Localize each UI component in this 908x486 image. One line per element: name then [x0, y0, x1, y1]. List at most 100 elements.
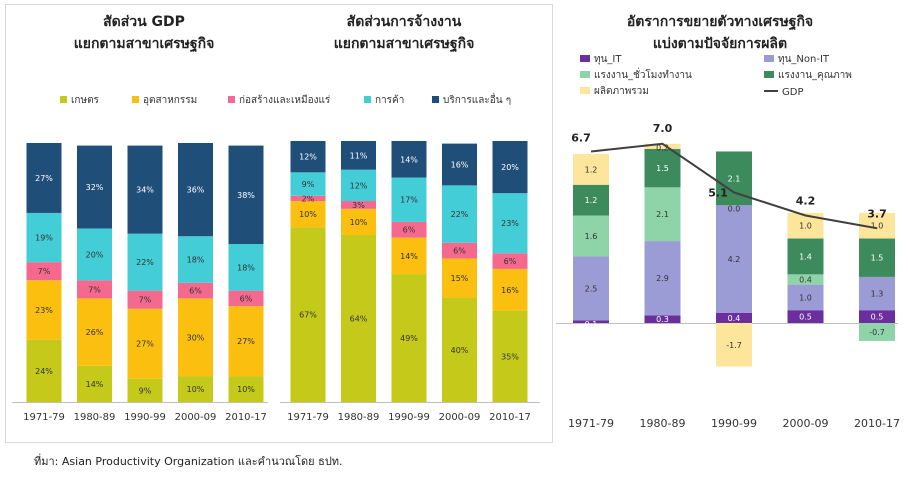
- factor-label-1-2: 4.2: [728, 255, 741, 264]
- factor-label-4-3: 1.0: [799, 222, 812, 231]
- data-label-1-0: 23%: [35, 306, 53, 315]
- factor-bar-0-3: [787, 310, 824, 323]
- bar-1-4: [492, 268, 528, 311]
- legend-swatch-sector-1: [132, 96, 139, 103]
- data-label-0-1: 14%: [86, 380, 104, 389]
- bar-0-1: [341, 234, 376, 402]
- factor-label-3-0: 1.2: [585, 196, 598, 205]
- factor-bar-0-1: [644, 315, 681, 323]
- data-label-1-3: 15%: [451, 274, 469, 283]
- bar-4-3: [178, 143, 213, 237]
- gdp-label-0: 6.7: [571, 131, 591, 144]
- data-label-0-3: 40%: [451, 346, 469, 355]
- legend-label-sector-0: เกษตร: [71, 95, 100, 106]
- factor-label-3-3: 1.4: [799, 252, 812, 261]
- legend-swatch-sector-2: [228, 96, 235, 103]
- bar-0-2: [127, 378, 163, 402]
- growth-x-tick-label-2: 1990-99: [711, 417, 757, 430]
- data-label-4-4: 38%: [237, 191, 255, 200]
- bar-3-2: [391, 177, 427, 222]
- gdp-share-title-line2: แยกตามสาขาเศรษฐกิจ: [74, 36, 215, 53]
- data-label-4-3: 16%: [451, 160, 469, 169]
- legend-label-factor-2: แรงงาน_ชั่วโมงทำงาน: [594, 67, 692, 81]
- data-label-4-0: 12%: [299, 153, 317, 162]
- data-label-4-0: 27%: [35, 174, 53, 183]
- factor-label-0-3: 0.5: [799, 313, 812, 322]
- factor-label-3-1: 1.5: [656, 164, 669, 173]
- data-label-2-3: 6%: [453, 247, 466, 256]
- data-label-0-4: 10%: [237, 385, 255, 394]
- growth-decomposition-chart: 0.1 2.5 1.6 1.2 1.2 1971-79 0.3 2.9 2.1 1.5 0.2 198…: [556, 122, 900, 430]
- factor-label-1-1: 2.9: [656, 274, 669, 283]
- factor-label-3-2: 2.1: [728, 174, 741, 183]
- bar-0-1: [77, 365, 112, 402]
- data-label-1-3: 30%: [187, 333, 205, 342]
- gdp-line: [590, 142, 878, 230]
- data-label-4-1: 32%: [86, 183, 104, 192]
- data-label-2-3: 6%: [189, 287, 202, 296]
- growth-title-line2: แบ่งตามปัจจัยการผลิต: [653, 36, 787, 52]
- factor-bar-0-4: [859, 310, 895, 323]
- factor-label-1-4: 1.3: [871, 290, 884, 299]
- legend-swatch-factor-0: [580, 55, 590, 62]
- factor-label-2-1: 2.1: [656, 210, 669, 219]
- factor-label-0-4: 0.5: [871, 313, 884, 322]
- gdp-label-4: 3.7: [867, 207, 887, 220]
- factor-label-2-0: 1.6: [585, 232, 598, 241]
- data-label-3-0: 9%: [302, 180, 315, 189]
- factor-label-0-1: 0.3: [656, 315, 669, 324]
- factor-bar-1-2: [716, 205, 752, 313]
- bar-0-0: [290, 227, 326, 402]
- bar-3-0: [290, 172, 326, 196]
- factor-bar-1-0: [573, 256, 609, 321]
- bar-3-3: [442, 185, 477, 243]
- bar-2-1: [341, 201, 376, 209]
- factor-label-0-0: 0.1: [585, 320, 598, 329]
- data-label-3-0: 19%: [35, 234, 53, 243]
- bar-3-3: [178, 236, 213, 283]
- growth-legend: ทุน_IT ทุน_Non-IT แรงงาน_ชั่วโมงทำงาน แรงงา…: [580, 54, 852, 98]
- growth-x-tick-label-3: 2000-09: [783, 417, 829, 430]
- factor-bar-0-0: [573, 320, 609, 323]
- factor-bar-0-2: [716, 312, 752, 323]
- data-label-0-0: 24%: [35, 367, 53, 376]
- bar-1-1: [341, 208, 376, 235]
- bar-1-3: [442, 258, 477, 298]
- legend-label-factor-0: ทุน_IT: [594, 54, 622, 65]
- bar-2-2: [391, 221, 427, 238]
- bar-1-0: [26, 280, 62, 340]
- legend-label-factor-1: ทุน_Non-IT: [778, 54, 830, 65]
- data-label-2-2: 6%: [403, 226, 416, 235]
- data-label-0-1: 64%: [350, 314, 368, 323]
- legend-swatch-factor-3: [764, 71, 774, 78]
- x-tick-label-4: 2010-17: [225, 412, 267, 423]
- employment-share-title-line2: แยกตามสาขาเศรษฐกิจ: [334, 36, 475, 53]
- bar-4-0: [290, 141, 326, 173]
- legend-swatch-factor-1: [764, 55, 774, 62]
- data-label-0-2: 49%: [400, 334, 418, 343]
- data-label-0-3: 10%: [187, 385, 205, 394]
- bar-4-2: [127, 145, 163, 234]
- bar-2-0: [290, 195, 326, 202]
- legend-swatch-factor-2: [580, 71, 590, 78]
- data-label-2-4: 6%: [240, 294, 253, 303]
- source-note: ที่มา: Asian Productivity Organization แ…: [34, 455, 343, 468]
- bar-0-0: [26, 339, 62, 402]
- growth-x-tick-label-0: 1971-79: [568, 417, 614, 430]
- x-tick-label-0: 1971-79: [23, 412, 65, 423]
- factor-bar-2-0: [573, 215, 609, 257]
- bar-2-3: [442, 242, 477, 259]
- legend-swatch-sector-4: [432, 96, 439, 103]
- x-tick-label-2: 1990-99: [124, 412, 166, 423]
- factor-bar-4-1: [644, 143, 681, 149]
- gdp-share-chart: 24% 23% 7% 19% 27% 1971-79 14% 26% 7% 20% 32% 1980-…: [12, 143, 268, 423]
- bar-2-0: [26, 262, 62, 281]
- legend-label-sector-3: การค้า: [375, 94, 404, 106]
- factor-label-2-3: 0.4: [799, 275, 812, 284]
- bar-3-2: [127, 233, 163, 291]
- data-label-2-2: 7%: [139, 296, 152, 305]
- factor-label-3-4: 1.5: [871, 254, 884, 263]
- data-label-1-0: 10%: [299, 210, 317, 219]
- legend-swatch-factor-4: [580, 87, 590, 94]
- data-label-2-1: 3%: [352, 201, 365, 210]
